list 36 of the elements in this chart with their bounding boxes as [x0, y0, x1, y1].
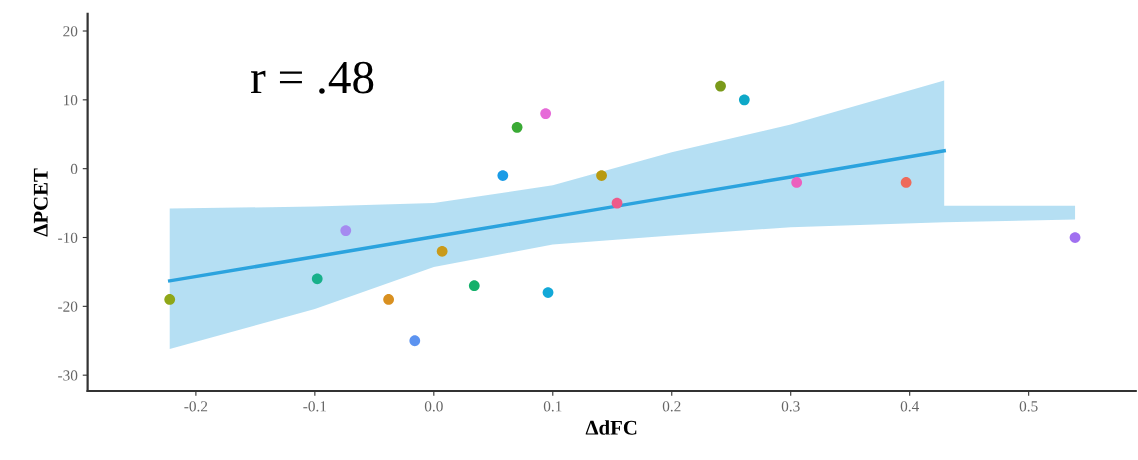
point: [409, 335, 421, 347]
y-tick-label: -30: [58, 370, 78, 381]
y-tick-label: -20: [58, 301, 78, 312]
point: [497, 170, 509, 181]
y-tick-label: 10: [63, 94, 78, 106]
point: [900, 177, 912, 188]
y-tick-label: 0: [70, 163, 78, 175]
point: [1069, 232, 1081, 243]
x-tick-label: -0.2: [184, 401, 208, 412]
point: [738, 94, 750, 106]
point: [791, 177, 803, 188]
x-tick-label: -0.1: [303, 401, 327, 412]
point: [596, 170, 607, 181]
y-tick-label: 20: [63, 26, 78, 37]
x-tick-label: 0.5: [1019, 401, 1038, 412]
y-axis-title: ΔPCET: [33, 168, 48, 237]
point: [542, 287, 554, 298]
point: [164, 294, 176, 305]
point: [611, 197, 623, 209]
line-series: [167, 149, 946, 283]
annotation: r = .48: [251, 61, 374, 94]
x-tick-label: 0.0: [424, 401, 443, 412]
point: [715, 80, 726, 92]
x-tick-label: 0.3: [781, 401, 800, 412]
point: [311, 273, 323, 285]
point: [468, 280, 480, 292]
y-tick-label: -10: [58, 232, 78, 243]
x-axis-title: ΔdFC: [585, 420, 637, 435]
x-tick-label: 0.1: [543, 401, 562, 412]
point: [436, 245, 448, 257]
point: [511, 121, 523, 133]
point: [540, 108, 552, 119]
x-tick-label: 0.4: [900, 401, 919, 412]
x-tick-label: 0.2: [662, 401, 681, 412]
point: [383, 294, 394, 305]
point: [340, 225, 352, 236]
